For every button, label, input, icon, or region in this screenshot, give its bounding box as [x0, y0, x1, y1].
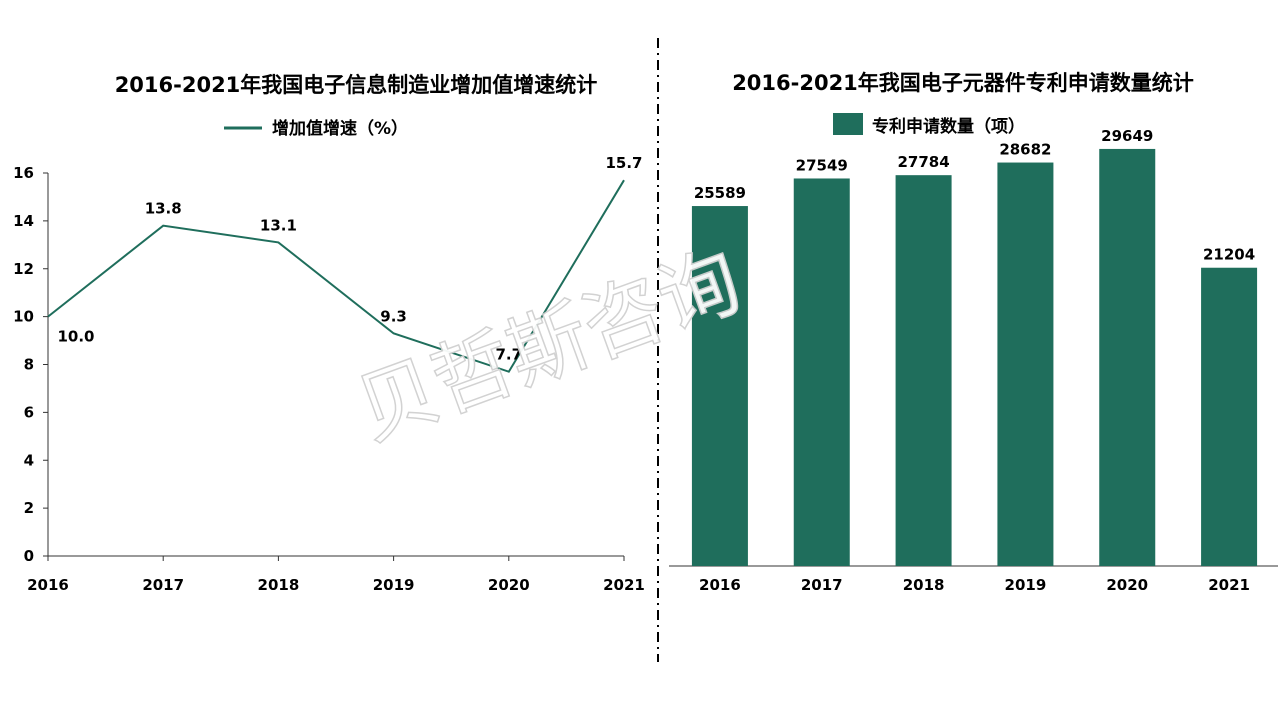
bar-legend-swatch: [833, 113, 863, 135]
line-x-tick-label: 2017: [142, 576, 184, 594]
line-data-label: 7.7: [496, 346, 523, 364]
bar-x-tick-label: 2018: [903, 576, 945, 594]
line-y-tick-label: 14: [13, 212, 34, 230]
line-y-tick-label: 4: [24, 451, 34, 469]
bar-chart-title: 2016-2021年我国电子元器件专利申请数量统计: [732, 71, 1194, 95]
line-y-tick-label: 8: [24, 356, 34, 374]
line-x-tick-label: 2016: [27, 576, 69, 594]
line-data-label: 13.1: [260, 216, 297, 234]
bar: [691, 206, 748, 566]
line-y-tick-label: 16: [13, 164, 34, 182]
line-y-tick-label: 12: [13, 260, 34, 278]
line-x-tick-label: 2019: [373, 576, 415, 594]
bar-chart-legend: 专利申请数量（项）: [833, 113, 1025, 137]
line-chart: 0 2 4 6 8 10 12 14 16 2016 2017 2018 2019 2020 2021 10.…: [13, 154, 645, 594]
bar: [1099, 148, 1156, 567]
bar-x-tick-label: 2016: [699, 576, 741, 594]
line-data-label: 15.7: [605, 154, 642, 172]
line-y-tick-label: 0: [24, 547, 34, 565]
bar-data-label: 21204: [1203, 246, 1255, 264]
bar-x-tick-label: 2017: [801, 576, 843, 594]
bar: [997, 162, 1054, 567]
watermark: 贝哲斯咨询: [345, 234, 753, 458]
bar-data-label: 27549: [796, 156, 848, 174]
line-series: [47, 179, 625, 373]
line-x-tick-label: 2021: [603, 576, 645, 594]
line-y-tick-label: 10: [13, 308, 34, 326]
bar: [793, 178, 850, 566]
bar: [895, 175, 952, 566]
bar-chart: 25589 2016 27549 2017 27784 2018 28682 2019 2964…: [669, 127, 1278, 594]
line-y-tick-label: 2: [24, 499, 34, 517]
bar-x-tick-label: 2021: [1208, 576, 1250, 594]
bar-data-label: 28682: [999, 141, 1051, 159]
bar-x-tick-label: 2019: [1005, 576, 1047, 594]
line-chart-title: 2016-2021年我国电子信息制造业增加值增速统计: [115, 73, 598, 97]
line-x-tick-label: 2018: [258, 576, 300, 594]
bar-data-label: 29649: [1101, 127, 1153, 145]
line-x-tick-label: 2020: [488, 576, 530, 594]
bar-data-label: 27784: [897, 153, 949, 171]
line-data-label: 13.8: [145, 200, 182, 218]
bar-x-tick-label: 2020: [1106, 576, 1148, 594]
line-legend-label: 增加值增速（%）: [272, 118, 408, 139]
bar-legend-label: 专利申请数量（项）: [872, 116, 1025, 137]
line-y-tick-label: 6: [24, 403, 34, 421]
line-data-label: 10.0: [57, 328, 94, 346]
line-chart-legend: 增加值增速（%）: [224, 118, 408, 139]
bar: [1201, 267, 1258, 566]
line-data-label: 9.3: [380, 307, 407, 325]
bar-data-label: 25589: [694, 184, 746, 202]
